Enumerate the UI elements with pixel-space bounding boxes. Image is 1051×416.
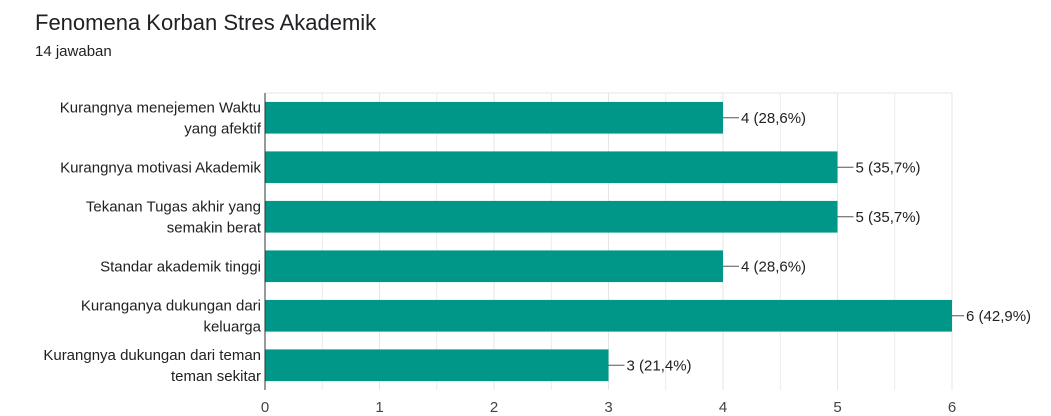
data-label: 5 (35,7%)	[856, 159, 921, 176]
response-count: 14 jawaban	[35, 43, 112, 60]
bar[interactable]	[265, 250, 723, 283]
category-label: Kurangnya dukungan dari teman teman sekit…	[43, 347, 261, 385]
bar[interactable]	[265, 299, 952, 332]
x-tick-label: 6	[948, 399, 956, 416]
category-label-line: Tekanan Tugas akhir yang	[86, 198, 261, 215]
x-tick-label: 4	[719, 399, 727, 416]
label-layer: Kurangnya menejemen Waktu yang afektif 4 (…	[43, 99, 1031, 385]
category-label: Kurangnya motivasi Akademik	[60, 159, 261, 176]
x-tick-label: 2	[490, 399, 498, 416]
category-label: Standar akademik tinggi	[100, 258, 261, 275]
category-label-line: yang afektif	[184, 120, 262, 137]
x-tick-label: 0	[261, 399, 269, 416]
category-label-line: keluarga	[203, 318, 261, 335]
bar[interactable]	[265, 349, 609, 382]
x-tick-label: 3	[604, 399, 612, 416]
bar[interactable]	[265, 151, 838, 184]
category-label: Kuranganya dukungan dari keluarga	[81, 297, 262, 335]
data-label: 5 (35,7%)	[856, 209, 921, 226]
category-label-line: semakin berat	[167, 219, 262, 236]
grid-layer	[264, 92, 953, 390]
data-label: 4 (28,6%)	[741, 110, 806, 127]
data-label: 6 (42,9%)	[966, 308, 1031, 325]
category-label: Tekanan Tugas akhir yang semakin berat	[86, 198, 262, 236]
bar[interactable]	[265, 101, 723, 134]
category-label-line: Kurangnya motivasi Akademik	[60, 159, 261, 176]
chart-title: Fenomena Korban Stres Akademik	[35, 10, 377, 35]
data-label: 3 (21,4%)	[627, 357, 692, 374]
x-tick-label: 1	[375, 399, 383, 416]
category-label-line: Kuranganya dukungan dari	[81, 297, 261, 314]
category-label-line: Standar akademik tinggi	[100, 258, 261, 275]
category-label-line: Kurangnya dukungan dari teman	[43, 347, 261, 364]
x-tick-label: 5	[833, 399, 841, 416]
axis-layer: 0 1 2 3 4 5 6	[261, 93, 956, 416]
category-label-line: teman sekitar	[171, 368, 261, 385]
category-label-line: Kurangnya menejemen Waktu	[60, 99, 261, 116]
bar[interactable]	[265, 200, 838, 233]
data-label: 4 (28,6%)	[741, 258, 806, 275]
bar-layer	[265, 101, 952, 382]
category-label: Kurangnya menejemen Waktu yang afektif	[60, 99, 262, 137]
